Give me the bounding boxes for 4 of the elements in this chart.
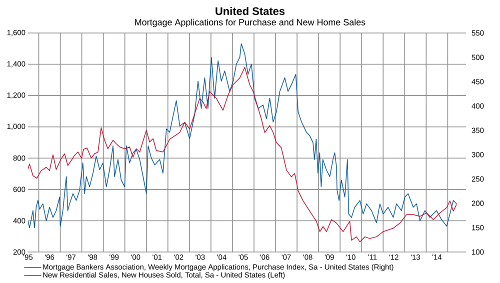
line-series bbox=[28, 67, 457, 242]
chart-subtitle: Mortgage Applications for Purchase and New Home Sales bbox=[135, 18, 366, 28]
chart-title: United States bbox=[216, 6, 285, 16]
line-series bbox=[28, 43, 457, 228]
